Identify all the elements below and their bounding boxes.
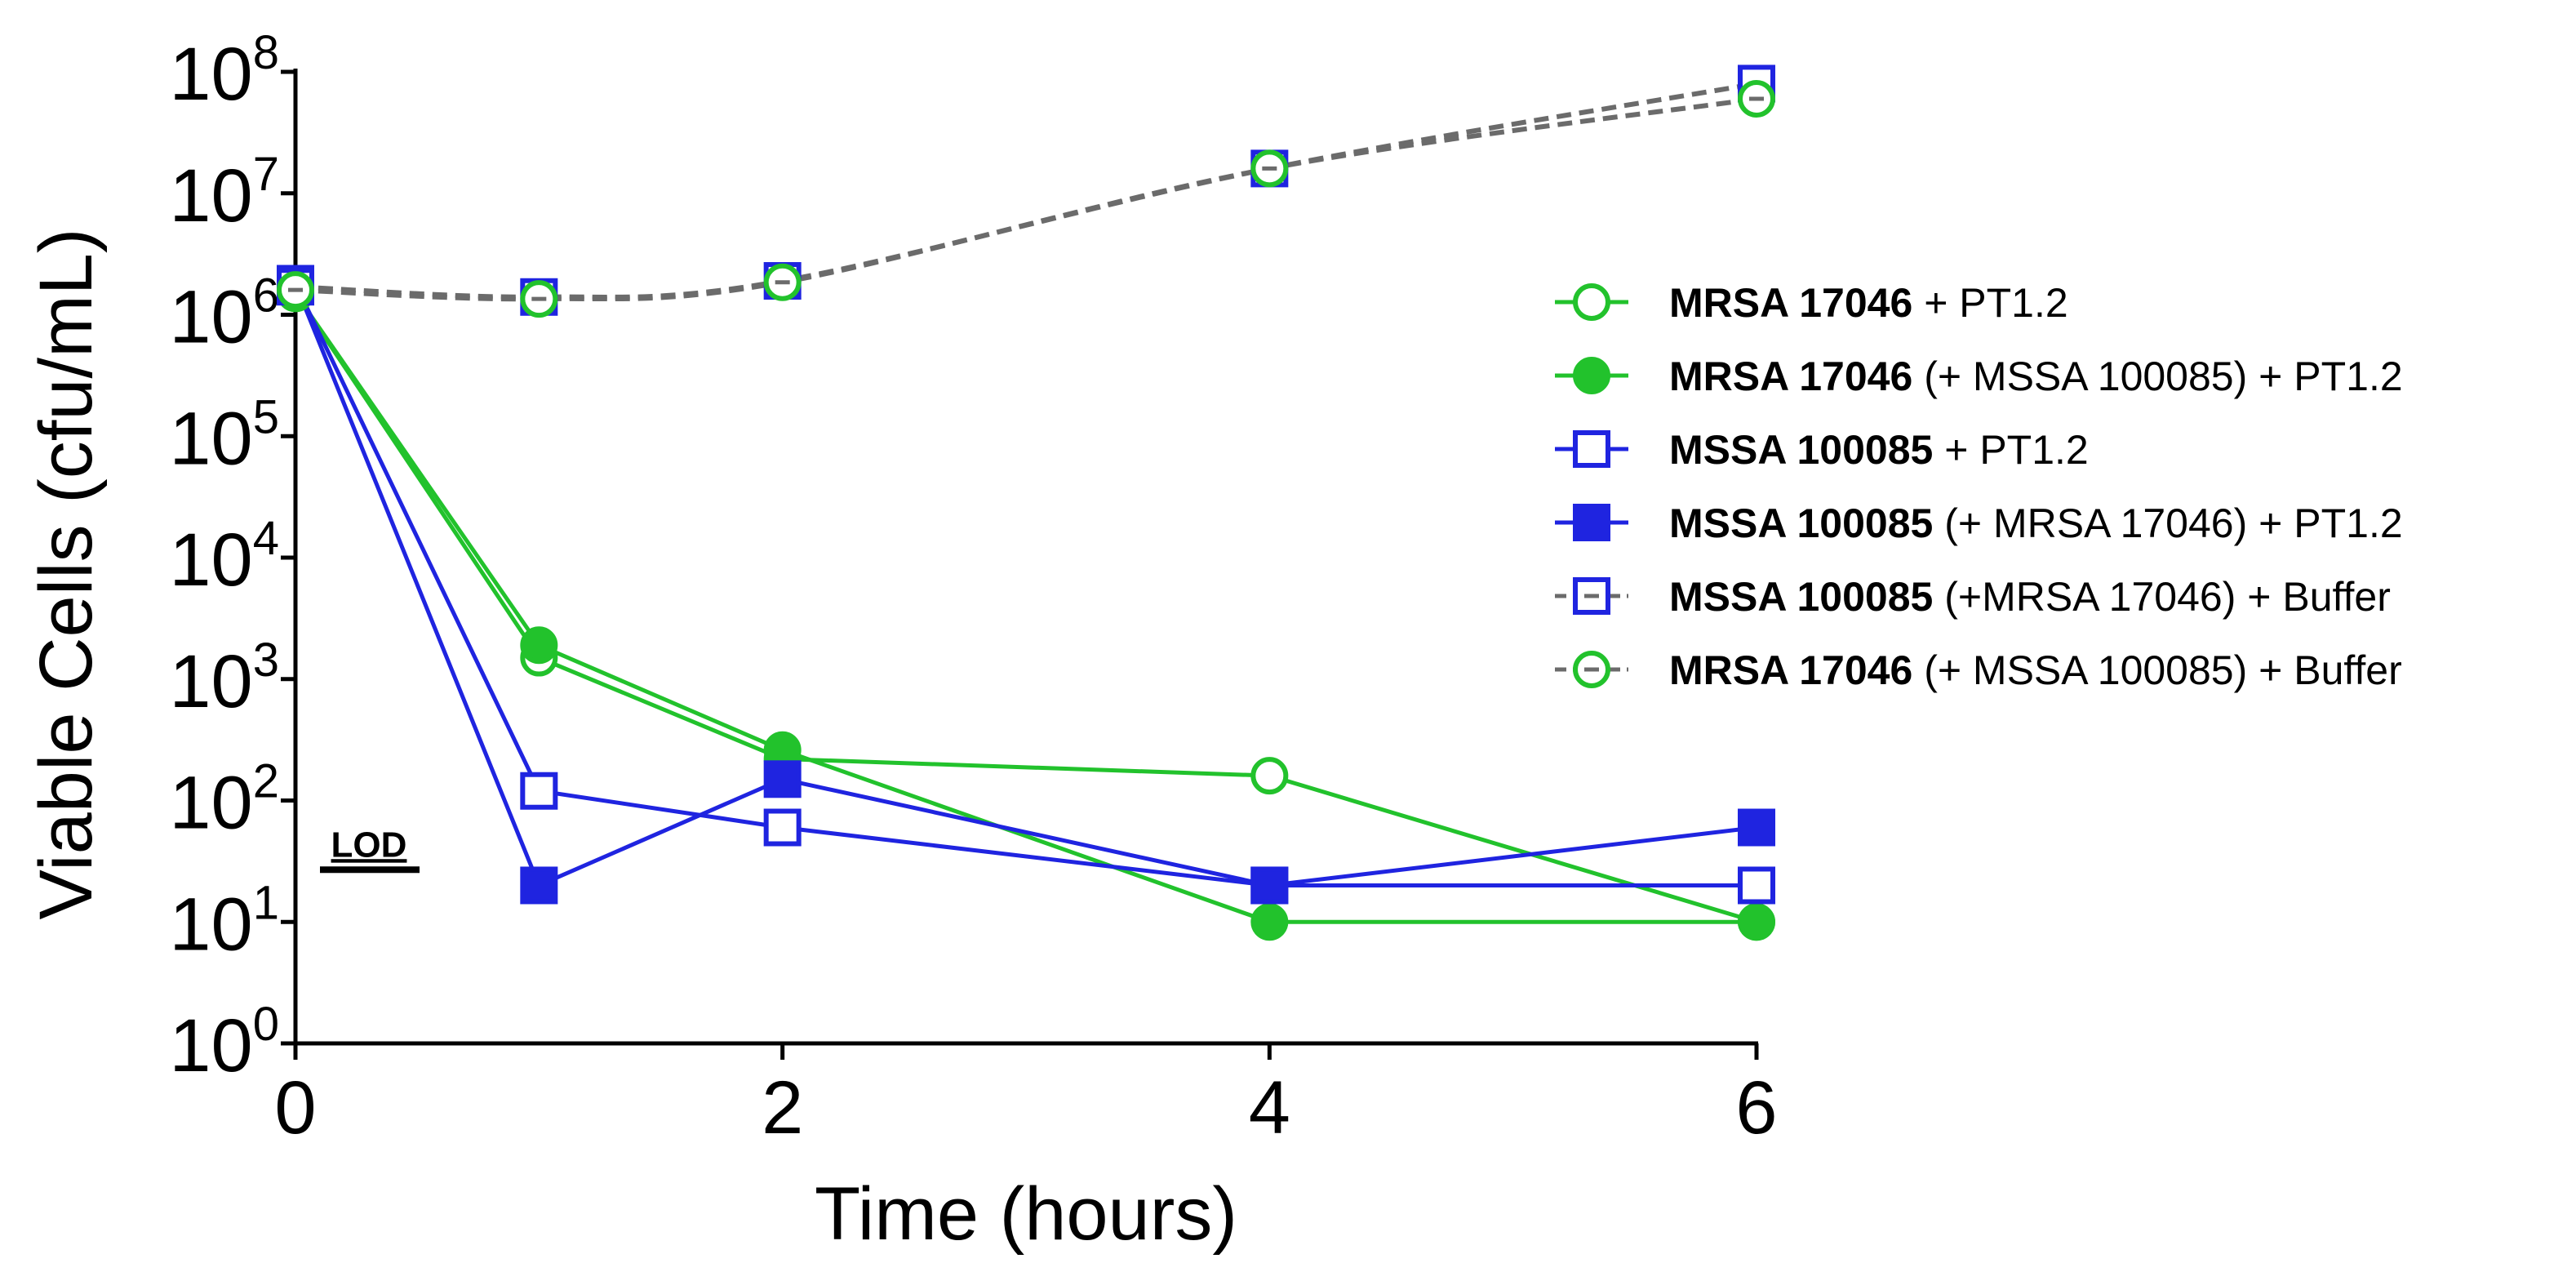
lod-label: LOD <box>331 825 407 865</box>
legend-label-rest-5: (+ MSSA 100085) + Buffer <box>1912 647 2401 693</box>
y-tick-exp-1: 1 <box>253 876 279 929</box>
y-tick-base-0: 10 <box>169 1004 252 1087</box>
legend-label-bold-5: MRSA 17046 <box>1669 647 1912 693</box>
series-0-point-3 <box>1250 757 1289 795</box>
y-tick-base-7: 10 <box>169 154 252 238</box>
legend-marker-1 <box>1573 357 1610 394</box>
series-2-point-4 <box>1738 866 1775 905</box>
y-tick-exp-2: 2 <box>253 755 279 808</box>
y-tick-exp-3: 3 <box>253 634 279 687</box>
legend-item-5: MRSA 17046 (+ MSSA 100085) + Buffer <box>1555 647 2402 693</box>
legend-label-rest-3: (+ MRSA 17046) + PT1.2 <box>1933 500 2402 546</box>
legend-label-bold-4: MSSA 100085 <box>1669 574 1933 620</box>
legend-label-bold-1: MRSA 17046 <box>1669 354 1912 399</box>
series-2-point-2 <box>763 808 802 847</box>
y-tick-exp-7: 7 <box>253 148 279 201</box>
y-tick-exp-5: 5 <box>253 390 279 443</box>
x-axis-title: Time (hours) <box>815 1172 1237 1256</box>
y-tick-label-5: 105 <box>169 390 279 480</box>
y-tick-label-6: 106 <box>169 269 279 359</box>
y-tick-exp-8: 8 <box>253 26 279 79</box>
series-group <box>277 64 1775 941</box>
series-3-point-4 <box>1738 808 1775 847</box>
legend-label-rest-4: (+MRSA 17046) + Buffer <box>1933 574 2391 620</box>
legend-label-rest-2: + PT1.2 <box>1933 427 2088 473</box>
y-axis-title: Viable Cells (cfu/mL) <box>24 228 108 919</box>
legend-label-1: MRSA 17046 (+ MSSA 100085) + PT1.2 <box>1669 354 2403 399</box>
x-tick-label-3: 6 <box>1735 1066 1777 1150</box>
y-tick-base-3: 10 <box>169 640 252 723</box>
series-3-point-3 <box>1250 866 1289 905</box>
series-4-line <box>295 81 1757 300</box>
series-2-line <box>293 282 1757 887</box>
legend-item-1: MRSA 17046 (+ MSSA 100085) + PT1.2 <box>1555 354 2403 399</box>
legend-label-rest-1: (+ MSSA 100085) + PT1.2 <box>1912 354 2402 399</box>
y-tick-label-8: 108 <box>169 26 279 116</box>
legend-marker-0 <box>1573 283 1610 321</box>
series-3-line <box>293 282 1757 888</box>
legend-label-bold-3: MSSA 100085 <box>1669 500 1933 546</box>
legend-label-4: MSSA 100085 (+MRSA 17046) + Buffer <box>1669 574 2391 620</box>
series-1-point-3 <box>1250 903 1289 941</box>
y-tick-exp-6: 6 <box>253 269 279 322</box>
legend-marker-2 <box>1573 430 1610 468</box>
legend-item-4: MSSA 100085 (+MRSA 17046) + Buffer <box>1555 574 2391 620</box>
legend-label-2: MSSA 100085 + PT1.2 <box>1669 427 2089 473</box>
series-1-point-4 <box>1738 903 1775 941</box>
y-tick-base-1: 10 <box>169 883 252 966</box>
legend-label-rest-0: + PT1.2 <box>1912 280 2067 326</box>
x-tick-label-1: 2 <box>762 1066 803 1150</box>
lod-group: LOD <box>320 825 420 874</box>
legend-marker-3 <box>1573 504 1610 541</box>
series-3-point-1 <box>520 866 558 905</box>
legend-marker-4 <box>1573 577 1610 615</box>
y-tick-base-6: 10 <box>169 276 252 359</box>
legend-item-2: MSSA 100085 + PT1.2 <box>1555 427 2089 473</box>
legend-label-0: MRSA 17046 + PT1.2 <box>1669 280 2068 326</box>
y-tick-base-4: 10 <box>169 518 252 602</box>
legend-label-bold-0: MRSA 17046 <box>1669 280 1912 326</box>
y-tick-exp-4: 4 <box>253 512 279 565</box>
legend-label-3: MSSA 100085 (+ MRSA 17046) + PT1.2 <box>1669 500 2403 546</box>
y-tick-base-2: 10 <box>169 762 252 845</box>
y-tick-label-2: 102 <box>169 755 279 845</box>
y-tick-base-8: 10 <box>169 33 252 116</box>
legend-label-bold-2: MSSA 100085 <box>1669 427 1933 473</box>
y-tick-label-0: 100 <box>169 998 279 1087</box>
series-3-point-2 <box>763 760 802 798</box>
y-tick-label-4: 104 <box>169 512 279 602</box>
y-tick-label-1: 101 <box>169 876 279 966</box>
y-tick-base-5: 10 <box>169 397 252 480</box>
legend-label-5: MRSA 17046 (+ MSSA 100085) + Buffer <box>1669 647 2402 693</box>
y-tick-label-3: 103 <box>169 634 279 723</box>
x-tick-label-2: 4 <box>1249 1066 1290 1150</box>
legend-item-3: MSSA 100085 (+ MRSA 17046) + PT1.2 <box>1555 500 2403 546</box>
y-tick-label-7: 107 <box>169 148 279 238</box>
series-1-point-1 <box>520 626 558 665</box>
legend-item-0: MRSA 17046 + PT1.2 <box>1555 280 2068 326</box>
series-5-line <box>295 96 1757 302</box>
series-2-point-1 <box>520 772 558 810</box>
y-tick-exp-0: 0 <box>253 998 279 1051</box>
x-tick-label-0: 0 <box>274 1066 316 1150</box>
